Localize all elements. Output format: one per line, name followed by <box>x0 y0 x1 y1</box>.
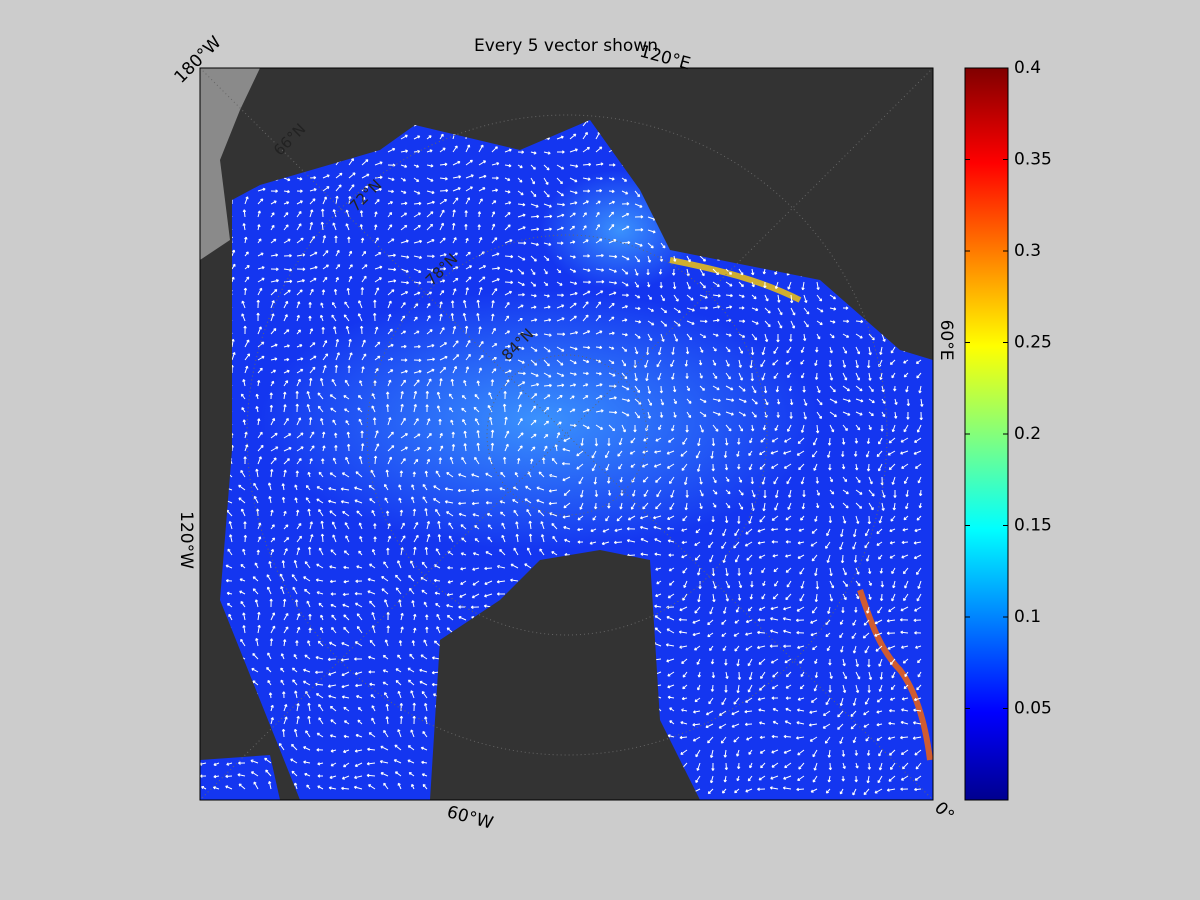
land-outside-grid <box>200 68 260 260</box>
colorbar <box>964 67 1009 801</box>
lon-label: 120°W <box>176 511 196 569</box>
map-frame <box>199 67 934 801</box>
graticule <box>200 68 933 800</box>
colorbar-tick-label: 0.15 <box>1014 516 1052 536</box>
lon-label: 60°W <box>445 802 496 834</box>
colorbar-tick-label: 0.35 <box>1014 150 1052 170</box>
colorbar-tick-label: 0.4 <box>1014 58 1041 78</box>
colorbar-tick-label: 0.3 <box>1014 241 1041 261</box>
title: Every 5 vector shown <box>474 36 658 56</box>
colorbar-tick-label: 0.05 <box>1014 699 1052 719</box>
lon-label: 0° <box>930 798 958 826</box>
colorbar-tick-label: 0.1 <box>1014 607 1041 627</box>
lon-label: 60°E <box>936 320 956 361</box>
map <box>200 68 933 800</box>
colorbar-tick-label: 0.25 <box>1014 333 1052 353</box>
colorbar-tick-label: 0.2 <box>1014 424 1041 444</box>
